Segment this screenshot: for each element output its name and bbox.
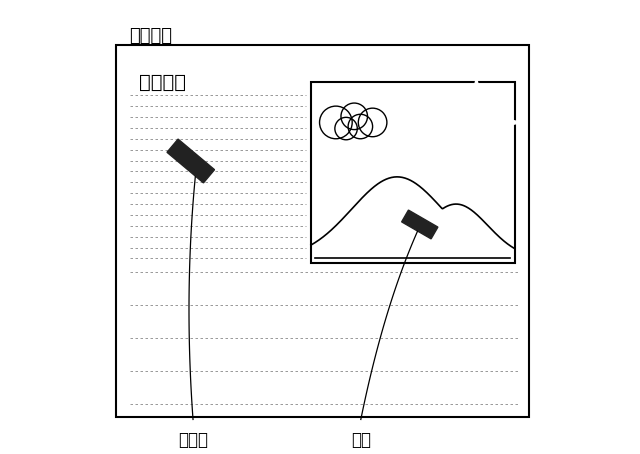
Polygon shape (431, 118, 452, 127)
Polygon shape (490, 91, 508, 109)
Polygon shape (445, 136, 463, 154)
Polygon shape (402, 210, 438, 239)
Text: 汚れ: 汚れ (351, 431, 371, 449)
Text: カスレ: カスレ (178, 431, 208, 449)
Circle shape (358, 108, 387, 137)
Circle shape (335, 117, 357, 140)
Polygon shape (472, 78, 481, 98)
Text: 印刷画像: 印刷画像 (129, 27, 173, 45)
Circle shape (341, 103, 367, 129)
Polygon shape (445, 91, 463, 109)
Polygon shape (490, 136, 508, 154)
Circle shape (348, 114, 372, 139)
Polygon shape (501, 118, 522, 127)
Circle shape (451, 98, 501, 148)
Bar (116, 45, 529, 417)
Polygon shape (167, 139, 214, 183)
Text: 登山日記: 登山日記 (139, 73, 186, 92)
Bar (311, 82, 515, 263)
Circle shape (319, 106, 352, 139)
Polygon shape (472, 147, 481, 168)
